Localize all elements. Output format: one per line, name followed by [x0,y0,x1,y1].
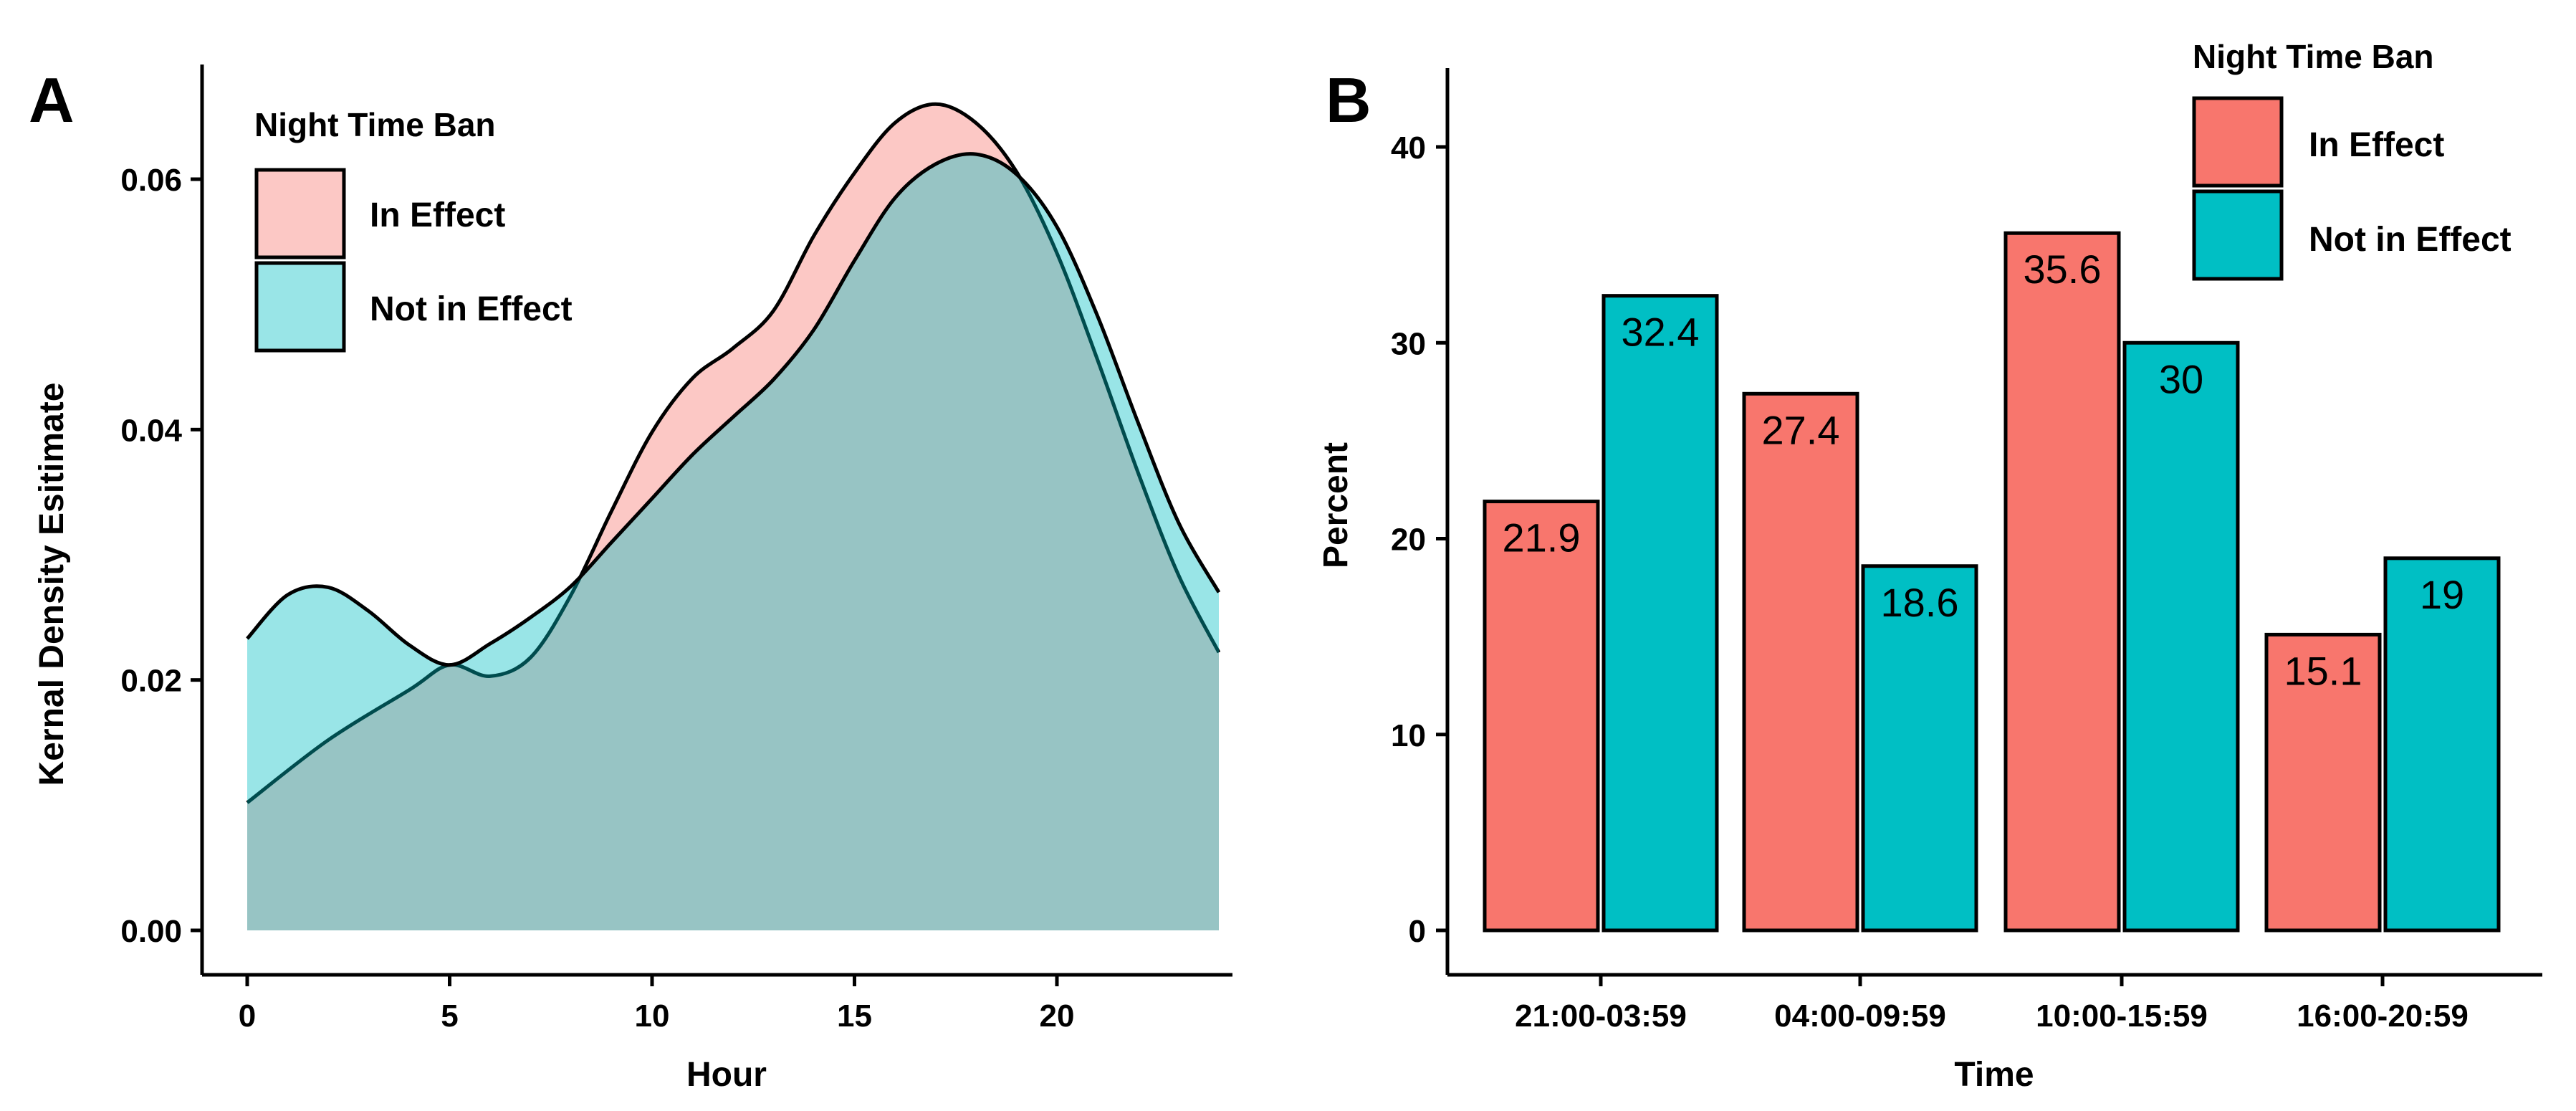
panel-a-density-chart: A 0 5 10 15 20 0.00 0.02 0.04 0.06 Hour Kernal D… [29,65,1232,1094]
panel-b-x-tick-label: 04:00-09:59 [1774,998,1946,1034]
panel-a-x-tick-label: 5 [441,998,458,1034]
bar-in-effect [2003,231,2121,933]
bar-value-label: 35.6 [2024,247,2102,292]
panel-b-legend-label-in-effect: In Effect [2309,126,2444,164]
panel-b-bar-chart: B 21.9 32.4 27.4 18.6 35.6 30 15.1 19 21:00-03:… [1317,38,2542,1094]
panel-b-y-tick-label: 0 [1409,914,1426,949]
panel-a-plot-area [246,102,1221,931]
panel-b-letter: B [1326,65,1371,135]
bar-value-label: 21.9 [1503,515,1581,561]
panel-b-legend-key-in-effect [2192,96,2284,188]
panel-b-y-tick-label: 10 [1391,718,1426,753]
panel-a-y-tick-label: 0.06 [120,163,182,198]
panel-a-legend-label-not-in-effect: Not in Effect [370,290,573,328]
panel-a-letter: A [29,65,75,135]
panel-a-legend-title: Night Time Ban [254,106,496,143]
panel-a-legend: Night Time Ban In Effect Not in Effect [254,106,573,353]
panel-a-x-tick-label: 0 [239,998,256,1034]
panel-b-legend-key-not-in-effect [2192,189,2284,281]
panel-a-x-axis-title: Hour [686,1056,767,1094]
panel-b-x-axis-title: Time [1954,1056,2034,1094]
panel-a-y-axis-title: Kernal Density Esitimate [33,383,71,786]
bar-value-label: 15.1 [2284,648,2362,693]
density-line-not-in-effect [246,152,1221,667]
panel-b-legend-title: Night Time Ban [2193,38,2434,75]
panel-a-y-tick-label: 0.00 [120,914,182,949]
panel-b-x-tick-label: 21:00-03:59 [1515,998,1687,1034]
panel-a-axes: 0 5 10 15 20 0.00 0.02 0.04 0.06 [120,65,1232,1034]
bar-in-effect [2264,632,2382,933]
bar-value-label: 27.4 [1762,407,1840,452]
panel-a-legend-label-in-effect: In Effect [370,196,505,234]
panel-b-legend: Night Time Ban In Effect Not in Effect [2192,38,2512,281]
panel-a-x-tick-label: 20 [1040,998,1075,1034]
bar-value-label: 19 [2420,572,2464,617]
panel-b-x-tick-label: 16:00-20:59 [2297,998,2469,1034]
panel-a-legend-key-not-in-effect [254,261,346,353]
panel-a-y-tick-label: 0.02 [120,664,182,699]
panel-b-plot-area: 21.9 32.4 27.4 18.6 35.6 30 15.1 19 [1483,231,2501,933]
bar-in-effect [1483,500,1600,933]
panel-b-y-tick-label: 30 [1391,326,1426,361]
bar-not-in-effect [2122,340,2240,933]
bar-value-label: 32.4 [1622,310,1700,355]
panel-a-legend-key-in-effect [254,168,346,259]
bar-not-in-effect [1861,564,1978,933]
bar-in-effect [1742,391,1859,933]
panel-b-axes: 21:00-03:59 04:00-09:59 10:00-15:59 16:00-2… [1391,68,2542,1034]
panel-b-y-axis-title: Percent [1317,442,1355,568]
density-area-in-effect [247,104,1219,931]
bar-not-in-effect [1601,294,1719,933]
panel-a-x-tick-label: 15 [837,998,872,1034]
bar-not-in-effect [2383,556,2501,933]
panel-a-y-tick-label: 0.04 [120,413,182,448]
panel-b-y-tick-label: 40 [1391,130,1426,166]
panel-b-x-tick-label: 10:00-15:59 [2036,998,2208,1034]
bar-value-label: 30 [2159,356,2203,401]
panel-b-legend-label-not-in-effect: Not in Effect [2309,221,2512,259]
density-area-not-in-effect [247,153,1219,931]
density-line-in-effect [246,102,1221,804]
panel-a-x-tick-label: 10 [635,998,670,1034]
panel-b-y-tick-label: 20 [1391,523,1426,558]
bar-value-label: 18.6 [1881,580,1959,625]
